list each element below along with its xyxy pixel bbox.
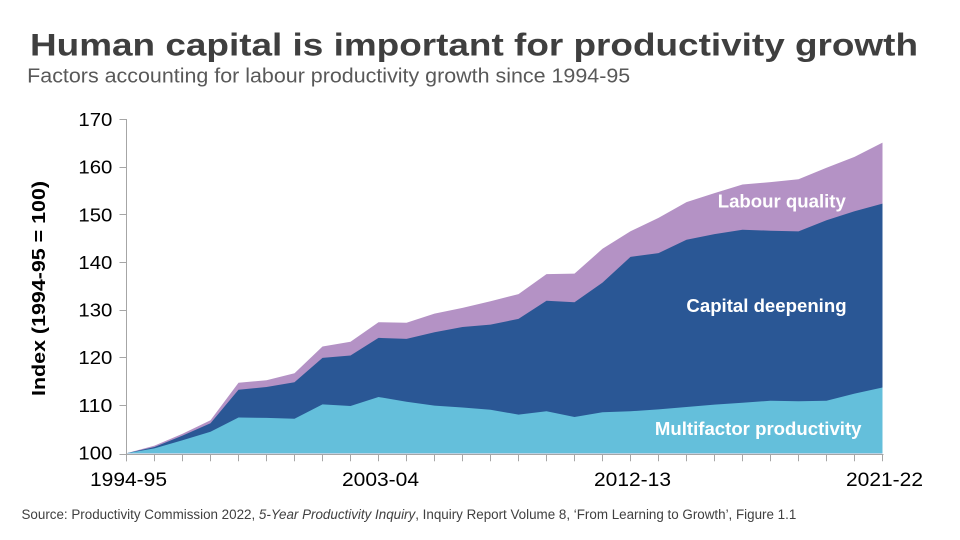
svg-text:2003-04: 2003-04 bbox=[342, 469, 419, 491]
svg-text:110: 110 bbox=[78, 396, 112, 416]
svg-text:Human capital is important for: Human capital is important for productiv… bbox=[30, 27, 918, 63]
svg-text:130: 130 bbox=[78, 301, 112, 321]
svg-text:100: 100 bbox=[78, 444, 112, 464]
svg-text:170: 170 bbox=[78, 110, 112, 130]
svg-text:Source: Productivity Commissio: Source: Productivity Commission 2022, 5-… bbox=[22, 507, 797, 522]
svg-text:Capital deepening: Capital deepening bbox=[686, 295, 846, 316]
svg-text:120: 120 bbox=[78, 348, 112, 368]
svg-text:160: 160 bbox=[78, 158, 112, 178]
svg-text:1994-95: 1994-95 bbox=[90, 469, 167, 491]
svg-text:140: 140 bbox=[78, 253, 112, 273]
svg-text:Multifactor productivity: Multifactor productivity bbox=[655, 418, 862, 439]
svg-text:2012-13: 2012-13 bbox=[594, 469, 671, 491]
svg-text:Labour quality: Labour quality bbox=[718, 191, 847, 212]
svg-text:150: 150 bbox=[78, 205, 112, 225]
svg-text:Index (1994-95 = 100): Index (1994-95 = 100) bbox=[29, 181, 49, 396]
svg-text:Factors accounting for labour: Factors accounting for labour productivi… bbox=[27, 64, 630, 87]
svg-text:2021-22: 2021-22 bbox=[846, 469, 923, 491]
